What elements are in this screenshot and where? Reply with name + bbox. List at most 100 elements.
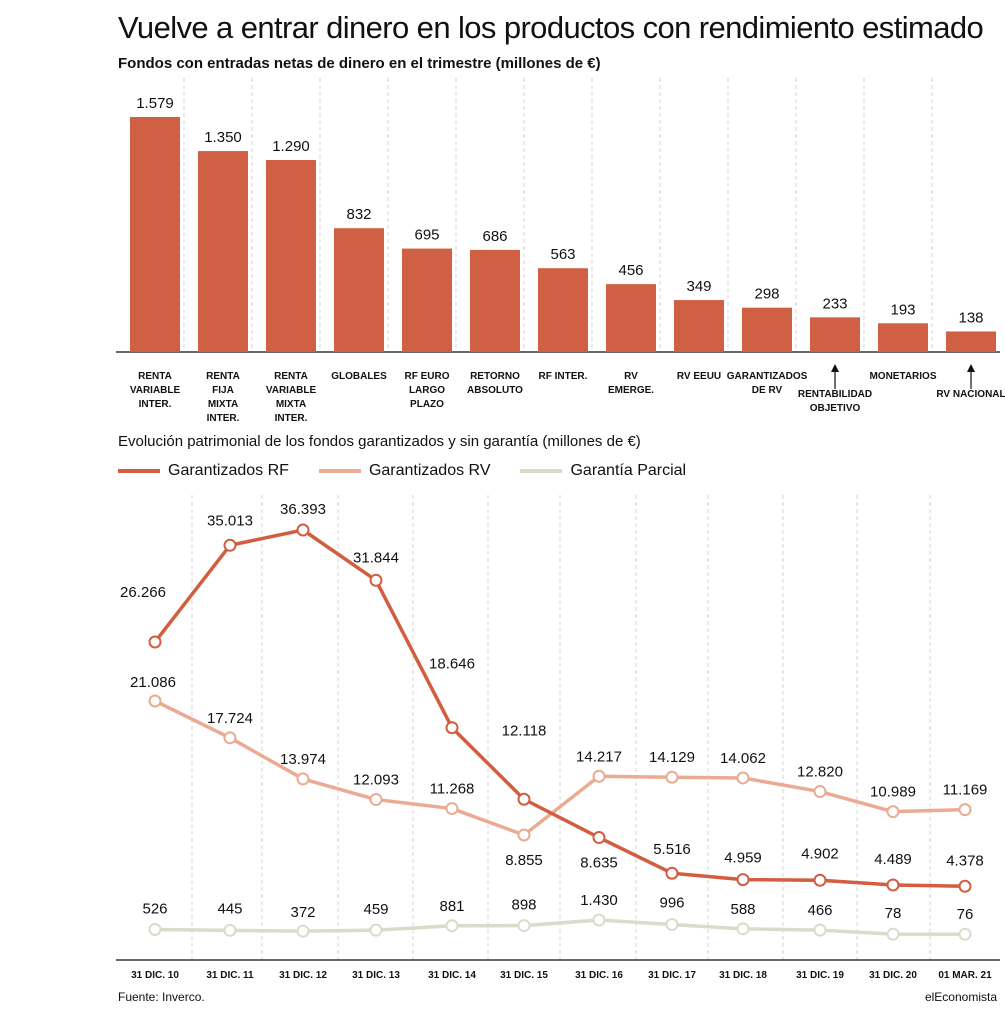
bar-category-line: GLOBALES: [331, 371, 387, 382]
bar-category-label: GLOBALES: [331, 371, 387, 382]
bar-category-label: RENTA VARIABLE INTER.: [130, 371, 181, 410]
series-point: [958, 879, 972, 893]
legend-label-garantizados-rf: Garantizados RF: [168, 462, 289, 479]
legend-swatch-garantia-parcial: [520, 469, 563, 473]
series-value-label: 14.062: [720, 750, 766, 767]
series-value-label: 466: [807, 902, 832, 919]
x-tick-label: 31 DIC. 20: [869, 970, 917, 981]
x-tick-label: 31 DIC. 12: [279, 970, 327, 981]
bar: [742, 307, 792, 352]
series-garantizados-rf: 26.266 35.013 36.393 31.844 18.646 12.118 8.63…: [120, 501, 984, 893]
bar-category-label: RV EEUU: [677, 371, 721, 382]
series-point: [223, 923, 237, 937]
series-point: [148, 922, 162, 936]
bar-chart-bars: [130, 117, 996, 352]
bar-category-line: VARIABLE: [130, 385, 181, 396]
series-value-label: 4.378: [946, 852, 984, 869]
arrow-head-icon: [967, 364, 975, 372]
series-value-label: 12.093: [353, 772, 399, 789]
bar-category-line: INTER.: [207, 413, 240, 424]
line-chart-gridlines: [116, 495, 1000, 961]
bar-category-line: MIXTA: [208, 399, 238, 410]
series-point: [958, 927, 972, 941]
x-tick-label: 31 DIC. 13: [352, 970, 400, 981]
bar: [946, 331, 996, 352]
series-value-label: 36.393: [280, 501, 326, 518]
legend-swatch-garantizados-rf: [118, 469, 160, 473]
series-value-label: 4.959: [724, 850, 762, 867]
bar-value-label: 1.350: [204, 129, 242, 146]
bar-category-label: RV EMERGE.: [608, 371, 654, 396]
series-point: [445, 802, 459, 816]
series-value-label: 996: [659, 895, 684, 912]
series-point: [148, 635, 162, 649]
bar-category-line: RV NACIONAL: [936, 389, 1005, 400]
series-value-label: 372: [290, 904, 315, 921]
series-value-label: 526: [142, 900, 167, 917]
series-line: [154, 918, 966, 936]
legend-swatch-garantizados-rv: [318, 469, 361, 473]
series-point: [665, 866, 679, 880]
series-value-label: 21.086: [130, 674, 176, 691]
bar-category-line: ABSOLUTO: [467, 385, 523, 396]
bar-value-label: 138: [958, 309, 983, 326]
series-point: [665, 918, 679, 932]
bar-value-label: 349: [686, 278, 711, 295]
page-title: Vuelve a entrar dinero en los productos …: [118, 10, 984, 45]
series-point: [517, 919, 531, 933]
series-value-label: 11.169: [943, 782, 988, 799]
series-point: [369, 923, 383, 937]
series-point: [517, 792, 531, 806]
bar-category-line: EMERGE.: [608, 385, 654, 396]
bar-value-label: 695: [414, 227, 439, 244]
line-chart-legend: Garantizados RF Garantizados RV Garantía…: [118, 460, 716, 482]
series-point: [592, 831, 606, 845]
x-tick-label: 31 DIC. 11: [206, 970, 254, 981]
bar: [538, 268, 588, 352]
bar-category-line: MONETARIOS: [869, 371, 936, 382]
bar: [130, 117, 180, 352]
series-point: [369, 793, 383, 807]
series-value-label: 1.430: [580, 892, 618, 909]
bar: [606, 284, 656, 352]
bar-category-label: MONETARIOS: [869, 371, 936, 382]
series-point: [665, 770, 679, 784]
source-note: Fuente: Inverco.: [118, 990, 205, 1004]
bar-category-label: RV NACIONAL: [936, 389, 1005, 400]
series-point: [223, 538, 237, 552]
series-value-label: 78: [885, 905, 902, 922]
series-point: [296, 523, 310, 537]
bar-category-line: PLAZO: [410, 399, 444, 410]
bar-category-line: RENTABILIDAD: [798, 389, 872, 400]
series-point: [592, 913, 606, 927]
bar-value-label: 563: [550, 246, 575, 263]
series-value-label: 8.635: [580, 855, 618, 872]
line-chart-title: Evolución patrimonial de los fondos gara…: [118, 433, 641, 450]
bar-category-line: FIJA: [212, 385, 234, 396]
bar-chart-labels: 1.579 RENTA VARIABLE INTER. 1.350 RENTA FIJA MI…: [130, 95, 1005, 424]
series-point: [296, 924, 310, 938]
series-point: [148, 694, 162, 708]
series-point: [223, 731, 237, 745]
series-value-label: 26.266: [120, 584, 166, 601]
x-tick-label: 31 DIC. 15: [500, 970, 548, 981]
series-value-label: 13.974: [280, 751, 326, 768]
bar: [878, 323, 928, 352]
series-value-label: 18.646: [429, 656, 475, 673]
bar-category-line: INTER.: [139, 399, 172, 410]
legend-item-garantizados-rf: Garantizados RF: [118, 462, 289, 480]
bar-category-line: RV EEUU: [677, 371, 721, 382]
x-tick-label: 31 DIC. 14: [428, 970, 476, 981]
bar-category-line: LARGO: [409, 385, 445, 396]
bar-value-label: 193: [890, 301, 915, 318]
series-value-label: 12.118: [502, 722, 547, 739]
x-tick-label: 31 DIC. 18: [719, 970, 767, 981]
bar-value-label: 233: [822, 295, 847, 312]
series-point: [813, 785, 827, 799]
bar-value-label: 686: [482, 228, 507, 245]
legend-label-garantia-parcial: Garantía Parcial: [570, 462, 687, 479]
legend-label-garantizados-rv: Garantizados RV: [368, 462, 491, 479]
bar-category-line: VARIABLE: [266, 385, 317, 396]
series-point: [813, 873, 827, 887]
